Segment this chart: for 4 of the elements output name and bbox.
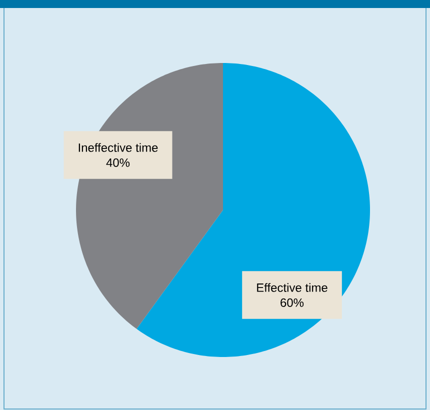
data-label: 40% (106, 158, 130, 167)
slice-label: Ineffective time (78, 143, 158, 152)
data-label: 60% (280, 298, 304, 307)
slice-label: Effective time (257, 283, 328, 292)
